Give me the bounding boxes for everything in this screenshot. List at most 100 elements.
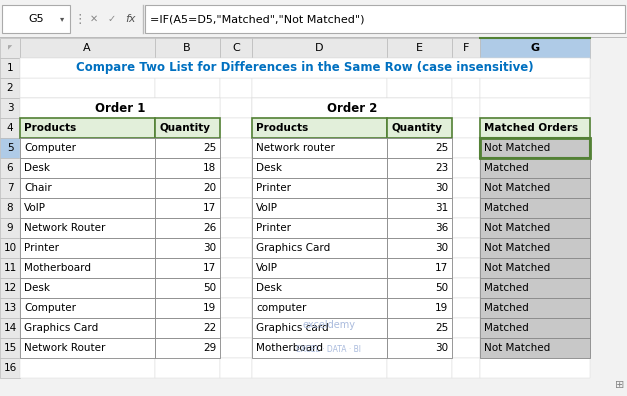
Bar [252, 298, 387, 318]
Bar [252, 318, 387, 338]
Bar [252, 238, 387, 258]
Bar [452, 318, 480, 338]
Text: Order 2: Order 2 [327, 101, 377, 114]
Text: ◤: ◤ [8, 46, 12, 51]
Bar [480, 138, 590, 158]
Bar [0, 258, 20, 278]
Bar [155, 238, 220, 258]
Bar [480, 338, 590, 358]
Bar [387, 338, 452, 358]
Bar [387, 318, 452, 338]
Text: 31: 31 [435, 203, 448, 213]
Bar [20, 318, 155, 338]
Bar [387, 38, 452, 58]
Bar [0, 318, 20, 338]
Text: exceldemy: exceldemy [302, 320, 356, 330]
Text: 11: 11 [3, 263, 17, 273]
Text: 25: 25 [435, 323, 448, 333]
Bar [155, 298, 220, 318]
Bar [480, 238, 590, 258]
Bar [387, 98, 452, 118]
Text: 18: 18 [203, 163, 216, 173]
Bar [0, 78, 20, 98]
Text: Desk: Desk [24, 163, 50, 173]
Bar [252, 338, 387, 358]
Bar [252, 178, 387, 198]
Text: Desk: Desk [256, 283, 282, 293]
Bar [20, 138, 155, 158]
Text: 3: 3 [7, 103, 13, 113]
Bar [480, 238, 590, 258]
Text: Quantity: Quantity [159, 123, 210, 133]
Bar [155, 58, 220, 78]
Bar [155, 338, 220, 358]
Bar [480, 198, 590, 218]
Bar [480, 278, 590, 298]
Bar [252, 118, 387, 138]
Bar [387, 278, 452, 298]
Bar [20, 198, 155, 218]
Bar [0, 278, 20, 298]
Text: B: B [183, 43, 191, 53]
Bar [387, 278, 452, 298]
Bar [480, 78, 590, 98]
Text: D: D [315, 43, 324, 53]
Bar [387, 178, 452, 198]
Text: ✓: ✓ [108, 14, 116, 24]
Bar [155, 218, 220, 238]
Bar [252, 338, 387, 358]
Bar [480, 178, 590, 198]
Bar [480, 138, 590, 158]
Bar [20, 358, 155, 378]
Bar [252, 258, 387, 278]
Bar [20, 118, 155, 138]
Bar [145, 5, 625, 33]
Text: Desk: Desk [24, 283, 50, 293]
Text: Quantity: Quantity [391, 123, 442, 133]
Text: Not Matched: Not Matched [484, 243, 551, 253]
Text: ⋮: ⋮ [74, 13, 87, 25]
Text: Network Router: Network Router [24, 223, 105, 233]
Text: Graphics Card: Graphics Card [24, 323, 98, 333]
Text: VoIP: VoIP [256, 263, 278, 273]
Bar [252, 238, 387, 258]
Bar [387, 158, 452, 178]
Bar [220, 238, 252, 258]
Bar [220, 298, 252, 318]
Text: Compare Two List for Differences in the Same Row (case insensitive): Compare Two List for Differences in the … [76, 61, 534, 74]
Bar [387, 78, 452, 98]
Bar [20, 58, 155, 78]
Text: Matched: Matched [484, 163, 529, 173]
Text: 10: 10 [3, 243, 16, 253]
Bar [20, 158, 155, 178]
Bar [252, 218, 387, 238]
Bar [252, 218, 387, 238]
Bar [20, 118, 155, 138]
Bar [452, 358, 480, 378]
Bar [155, 158, 220, 178]
Bar [452, 198, 480, 218]
Text: 26: 26 [203, 223, 216, 233]
Bar [220, 258, 252, 278]
Bar [20, 38, 155, 58]
Text: fx: fx [125, 14, 135, 24]
Bar [155, 238, 220, 258]
Bar [387, 258, 452, 278]
Text: VoIP: VoIP [256, 203, 278, 213]
Bar [480, 218, 590, 238]
Bar [220, 38, 252, 58]
Bar [155, 38, 220, 58]
Bar [452, 278, 480, 298]
Text: Printer: Printer [256, 183, 291, 193]
Bar [452, 218, 480, 238]
Bar [20, 338, 155, 358]
Text: EXCEL · DATA · BI: EXCEL · DATA · BI [297, 345, 362, 354]
Bar [252, 138, 387, 158]
Bar [0, 358, 20, 378]
Bar [452, 178, 480, 198]
Bar [155, 258, 220, 278]
Bar [387, 218, 452, 238]
Bar [0, 298, 20, 318]
Bar [155, 98, 220, 118]
Bar [220, 198, 252, 218]
